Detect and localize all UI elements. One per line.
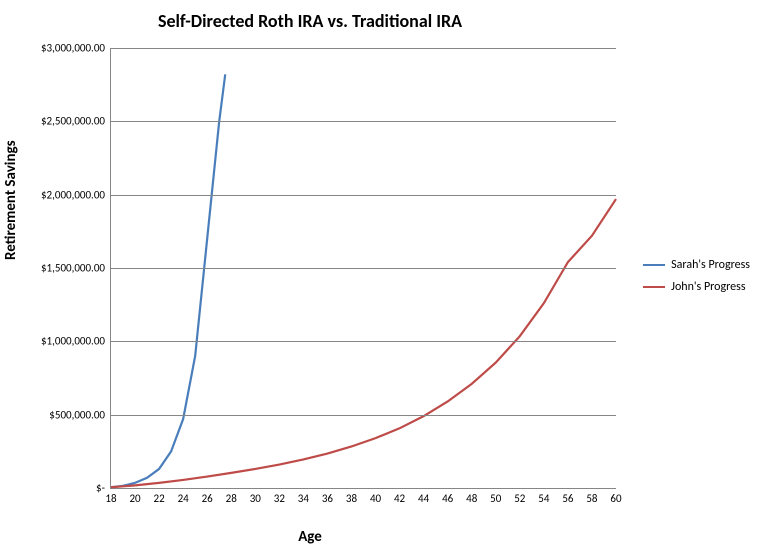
- x-tick-label: 48: [466, 492, 477, 505]
- x-tick-label: 26: [202, 492, 213, 505]
- x-tick-label: 18: [105, 492, 116, 505]
- x-tick-label: 50: [490, 492, 501, 505]
- y-tick-label: $2,500,000.00: [41, 115, 105, 128]
- x-tick-label: 24: [178, 492, 189, 505]
- gridline: [111, 121, 616, 122]
- x-tick-label: 56: [562, 492, 573, 505]
- x-tick-label: 28: [226, 492, 237, 505]
- legend: Sarah's Progress John's Progress: [643, 250, 750, 302]
- x-tick-label: 22: [154, 492, 165, 505]
- gridline: [111, 48, 616, 49]
- plot-area: $-$500,000.00$1,000,000.00$1,500,000.00$…: [110, 48, 616, 489]
- x-tick-label: 42: [394, 492, 405, 505]
- x-tick-label: 52: [514, 492, 525, 505]
- y-tick-label: $500,000.00: [49, 408, 105, 421]
- legend-label: John's Progress: [671, 280, 745, 294]
- x-tick-label: 54: [538, 492, 549, 505]
- x-tick-label: 46: [442, 492, 453, 505]
- legend-swatch: [643, 286, 665, 288]
- x-axis-title: Age: [0, 528, 620, 546]
- y-tick-label: $1,000,000.00: [41, 335, 105, 348]
- gridline: [111, 415, 616, 416]
- x-tick-label: 20: [129, 492, 140, 505]
- x-tick-label: 36: [322, 492, 333, 505]
- x-tick-label: 44: [418, 492, 429, 505]
- legend-swatch: [643, 264, 665, 266]
- series-line: [111, 199, 616, 487]
- gridline: [111, 268, 616, 269]
- x-tick-label: 58: [586, 492, 597, 505]
- gridline: [111, 195, 616, 196]
- y-tick-label: $1,500,000.00: [41, 262, 105, 275]
- y-tick-label: $-: [96, 482, 105, 495]
- legend-item: Sarah's Progress: [643, 258, 750, 272]
- x-tick-label: 32: [274, 492, 285, 505]
- y-tick-label: $3,000,000.00: [41, 42, 105, 55]
- x-tick-label: 40: [370, 492, 381, 505]
- x-tick-label: 30: [250, 492, 261, 505]
- y-axis-title: Retirement Savings: [2, 140, 20, 260]
- y-tick-label: $2,000,000.00: [41, 188, 105, 201]
- x-tick-label: 34: [298, 492, 309, 505]
- legend-label: Sarah's Progress: [671, 258, 750, 272]
- chart-container: Self-Directed Roth IRA vs. Traditional I…: [0, 0, 760, 552]
- gridline: [111, 341, 616, 342]
- chart-title: Self-Directed Roth IRA vs. Traditional I…: [0, 10, 620, 32]
- legend-item: John's Progress: [643, 280, 750, 294]
- series-line: [111, 74, 225, 487]
- x-tick-label: 60: [610, 492, 621, 505]
- x-tick-label: 38: [346, 492, 357, 505]
